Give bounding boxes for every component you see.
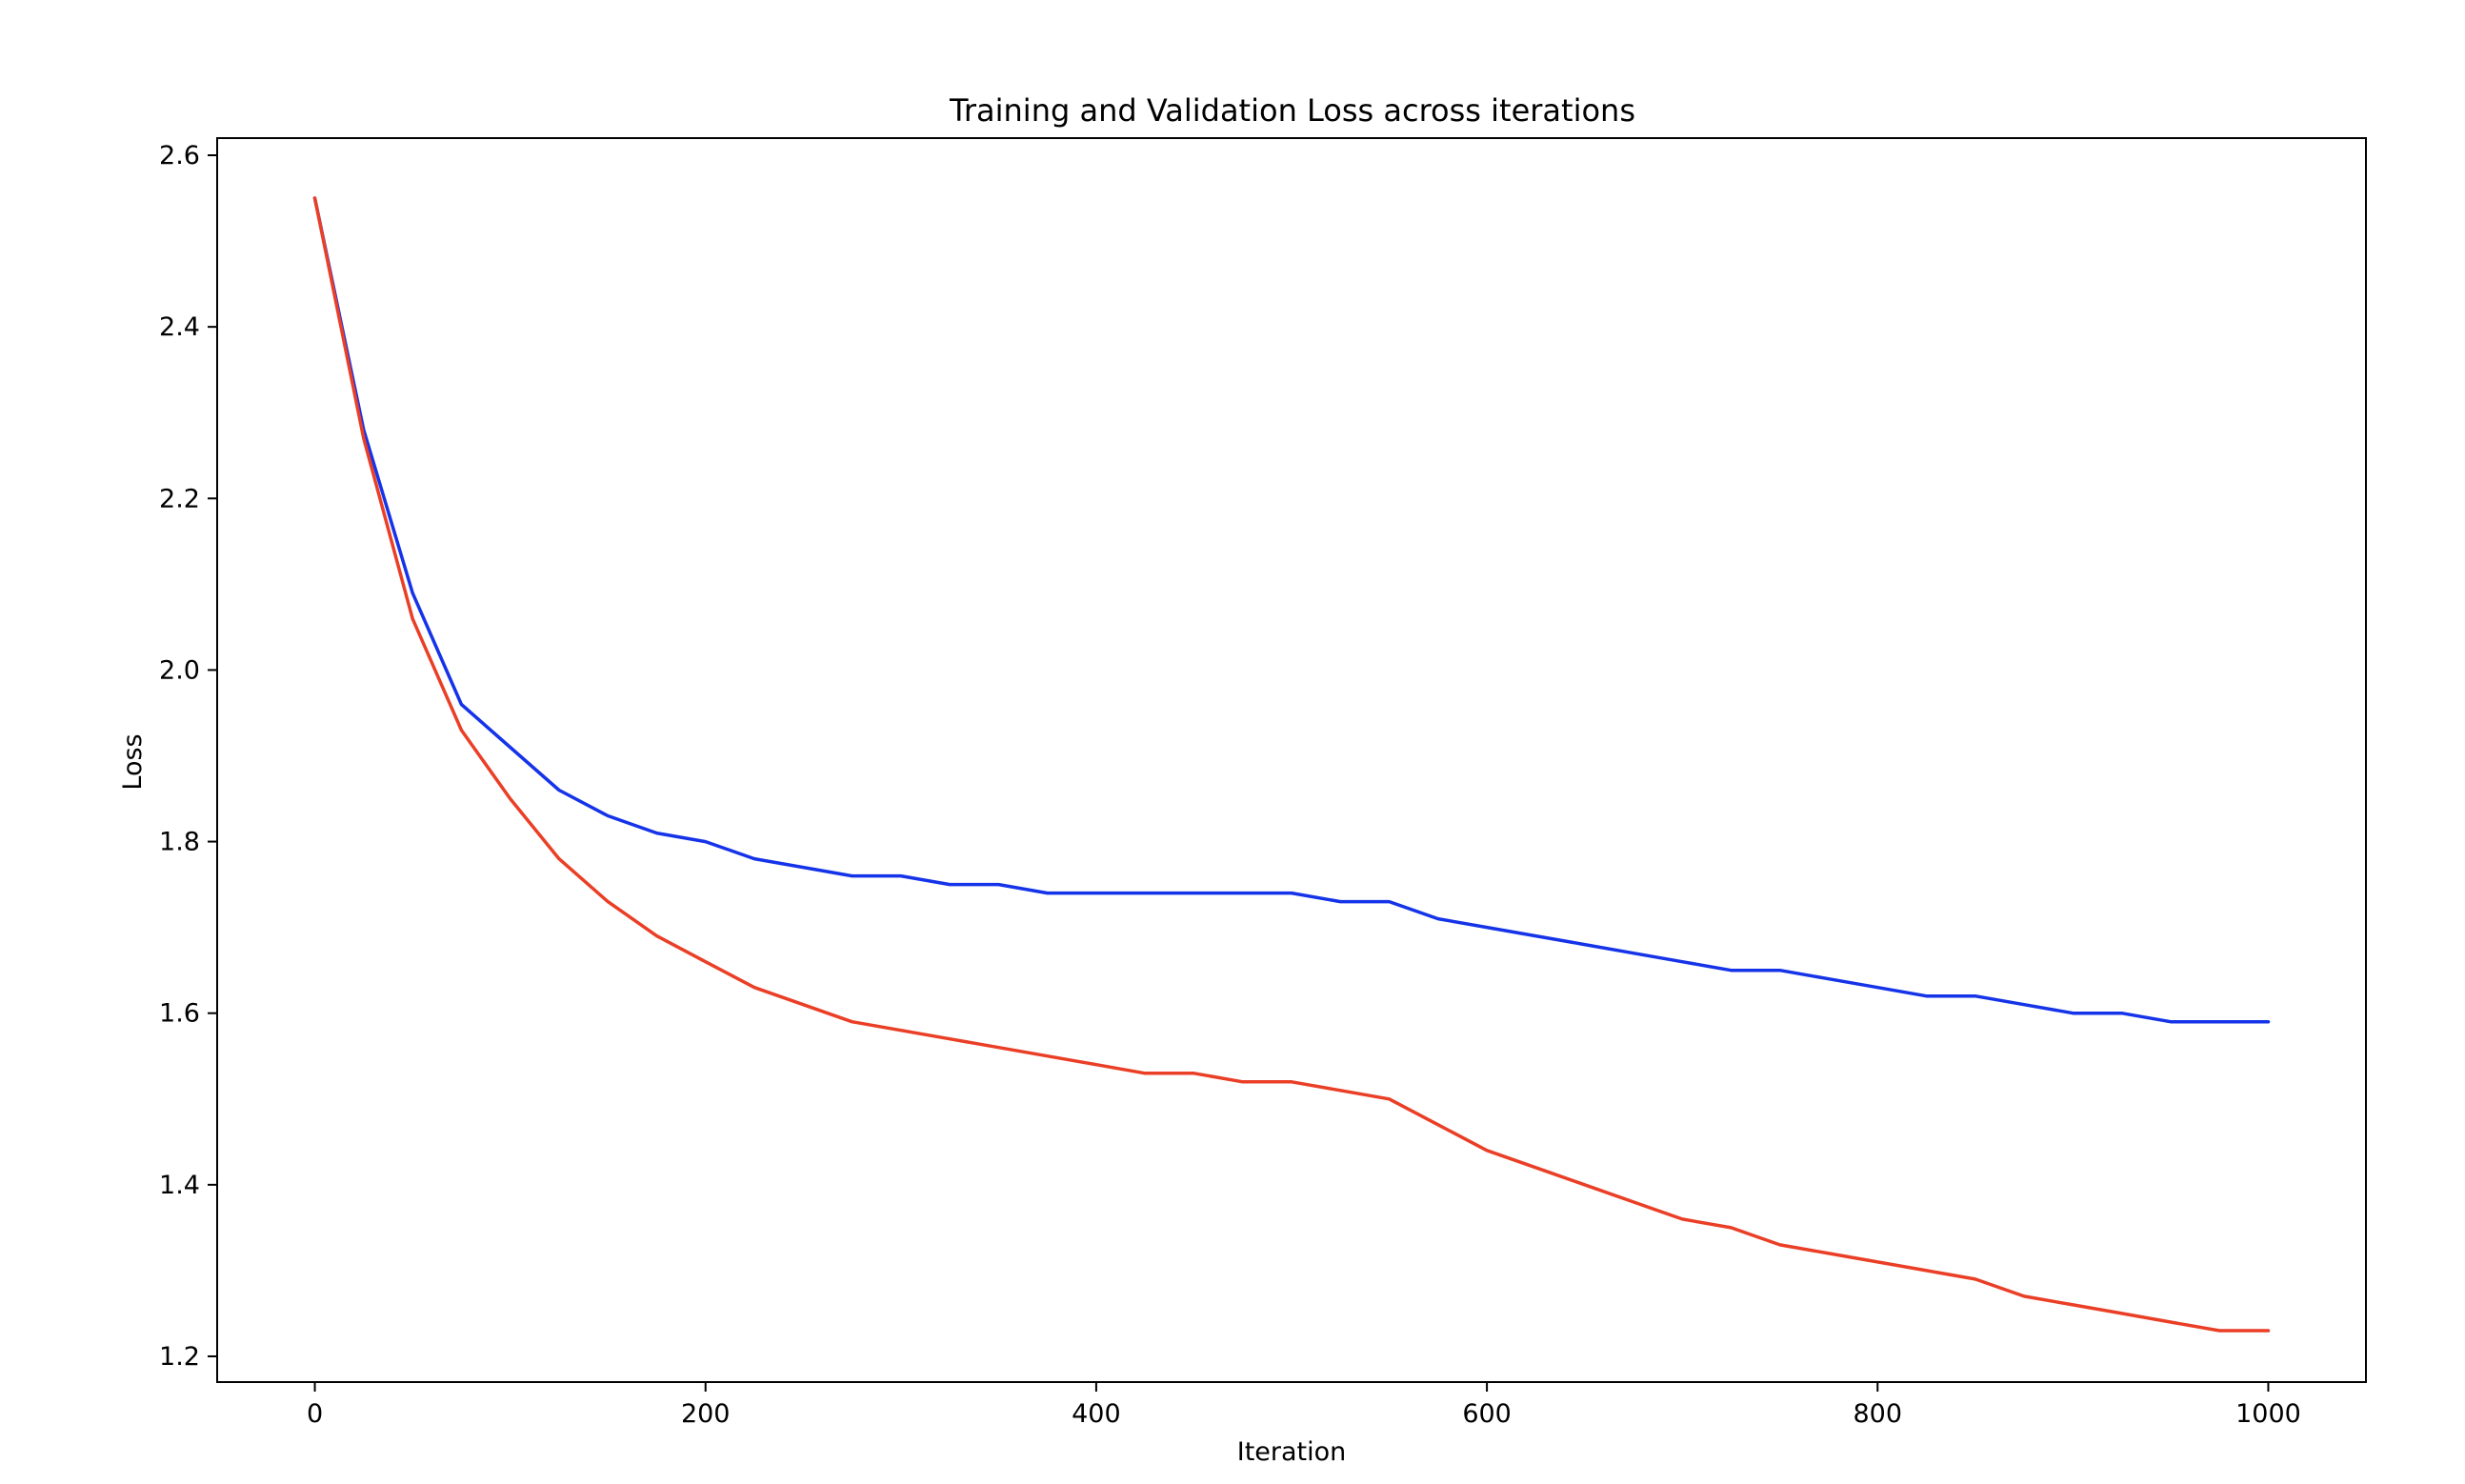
y-tick-label: 1.6 [159, 999, 200, 1029]
y-tick-label: 1.2 [159, 1342, 200, 1372]
y-tick-label: 2.0 [159, 655, 200, 685]
y-tick-label: 1.8 [159, 828, 200, 857]
x-axis-label: Iteration [1237, 1437, 1347, 1467]
x-tick-label: 0 [307, 1399, 323, 1429]
series-line-2 [312, 196, 2271, 1333]
series-line-1 [312, 196, 2271, 1024]
y-tick-label: 2.2 [159, 484, 200, 513]
y-tick-label: 1.4 [159, 1171, 200, 1200]
x-tick-label: 200 [681, 1399, 731, 1429]
y-tick-label: 2.6 [159, 141, 200, 170]
y-tick-label: 2.4 [159, 312, 200, 342]
x-axis: 0 200 400 600 800 1000 [307, 1382, 2301, 1429]
chart-title: Training and Validation Loss across iter… [949, 92, 1635, 129]
y-axis: 1.2 1.4 1.6 1.8 2.0 2.2 2.4 2.6 [159, 141, 217, 1372]
y-axis-label: Loss [118, 733, 148, 790]
series-layer [312, 196, 2271, 1333]
plot-frame [216, 137, 2367, 1383]
x-tick-label: 800 [1853, 1399, 1902, 1429]
x-tick-label: 400 [1072, 1399, 1121, 1429]
x-tick-label: 600 [1462, 1399, 1512, 1429]
x-tick-label: 1000 [2235, 1399, 2301, 1429]
